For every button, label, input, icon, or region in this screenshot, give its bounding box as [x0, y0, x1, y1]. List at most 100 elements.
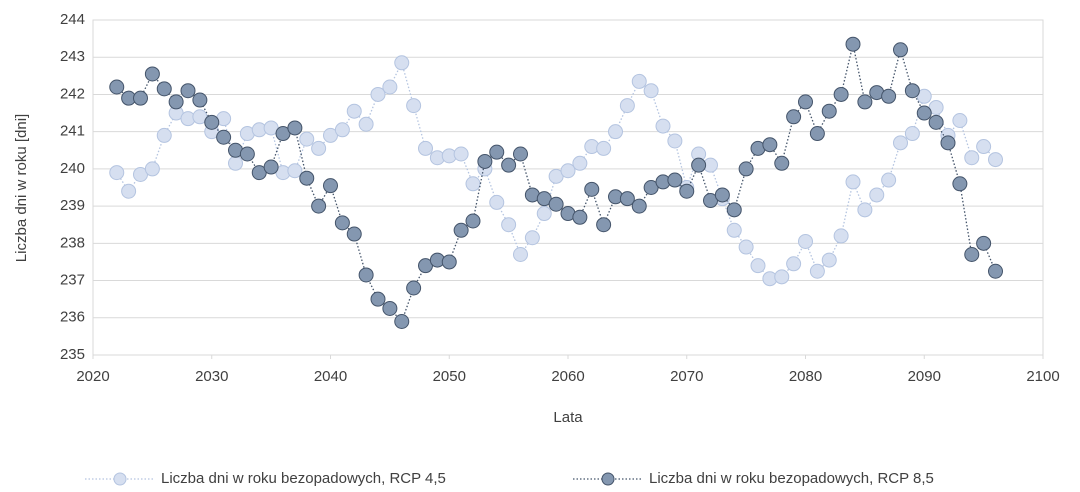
point [334, 122, 350, 138]
point [952, 113, 968, 128]
point [370, 291, 386, 307]
point [596, 217, 612, 233]
point [881, 172, 897, 188]
point [311, 140, 327, 156]
point [156, 81, 172, 97]
point [501, 217, 517, 233]
point [109, 165, 125, 181]
x-tick-label: 2020 [76, 368, 109, 385]
point [109, 79, 125, 95]
point [144, 161, 160, 177]
point [809, 126, 825, 142]
legend-label: Liczba dni w roku bezopadowych, RCP 8,5 [649, 470, 934, 487]
point [916, 105, 932, 121]
point [394, 55, 410, 71]
point [774, 155, 790, 171]
point [952, 176, 968, 192]
point [845, 174, 861, 190]
point [833, 86, 849, 102]
point [893, 135, 908, 151]
point [726, 222, 742, 238]
point [691, 157, 707, 173]
point [299, 131, 315, 147]
point [738, 161, 754, 177]
point [346, 226, 362, 242]
point [168, 94, 184, 110]
x-tick-label: 2080 [789, 368, 822, 385]
point [821, 252, 837, 268]
point [667, 172, 683, 188]
x-tick-label: 2040 [314, 368, 347, 385]
y-axis-label: Liczba dni w roku [dni] [13, 114, 30, 262]
point [572, 155, 588, 171]
legend-marker [113, 472, 127, 486]
point [228, 155, 243, 171]
point [809, 263, 825, 279]
point [536, 206, 552, 222]
point [453, 222, 469, 238]
y-tick-label: 242 [60, 85, 85, 102]
point [655, 118, 671, 134]
point [619, 191, 635, 207]
point [465, 213, 481, 229]
point [786, 109, 802, 125]
point [988, 152, 1003, 168]
x-tick-label: 2100 [1026, 368, 1059, 385]
point [560, 163, 576, 179]
y-tick-label: 237 [60, 272, 85, 289]
point [893, 42, 908, 58]
point [358, 267, 374, 283]
point [465, 176, 481, 192]
point [964, 247, 980, 262]
x-axis-label: Lata [553, 409, 583, 426]
x-tick-label: 2090 [908, 368, 941, 385]
point [204, 114, 220, 130]
point [441, 254, 457, 270]
point [667, 133, 683, 149]
point [382, 79, 398, 95]
point [786, 256, 802, 272]
y-tick-label: 236 [60, 309, 85, 326]
point [263, 159, 279, 175]
point [584, 181, 600, 197]
point [631, 73, 647, 89]
point [370, 86, 386, 102]
point [323, 178, 338, 194]
point [156, 127, 172, 143]
y-tick-label: 238 [60, 234, 85, 251]
y-tick-label: 235 [60, 346, 85, 363]
y-tick-label: 239 [60, 197, 85, 214]
point [881, 88, 897, 104]
point [631, 198, 647, 214]
point [358, 116, 374, 132]
point [774, 269, 790, 285]
point [548, 196, 564, 212]
point [133, 90, 148, 106]
point [418, 140, 433, 156]
point [489, 194, 505, 210]
point [477, 153, 493, 169]
point [964, 150, 980, 166]
point [513, 146, 528, 162]
point [869, 187, 885, 203]
point [714, 187, 730, 203]
point [524, 230, 540, 246]
point [904, 126, 920, 142]
point [287, 163, 303, 179]
point [287, 120, 303, 136]
x-tick-label: 2050 [433, 368, 466, 385]
y-tick-label: 244 [60, 11, 85, 28]
x-tick-label: 2030 [195, 368, 228, 385]
point [394, 314, 410, 329]
point [726, 202, 742, 218]
point [596, 140, 612, 156]
point [216, 129, 232, 145]
point [798, 233, 813, 249]
x-tick-label: 2070 [670, 368, 703, 385]
point [821, 103, 837, 119]
point [453, 146, 469, 162]
legend-marker [601, 472, 615, 486]
point [144, 66, 160, 82]
point [940, 135, 956, 151]
